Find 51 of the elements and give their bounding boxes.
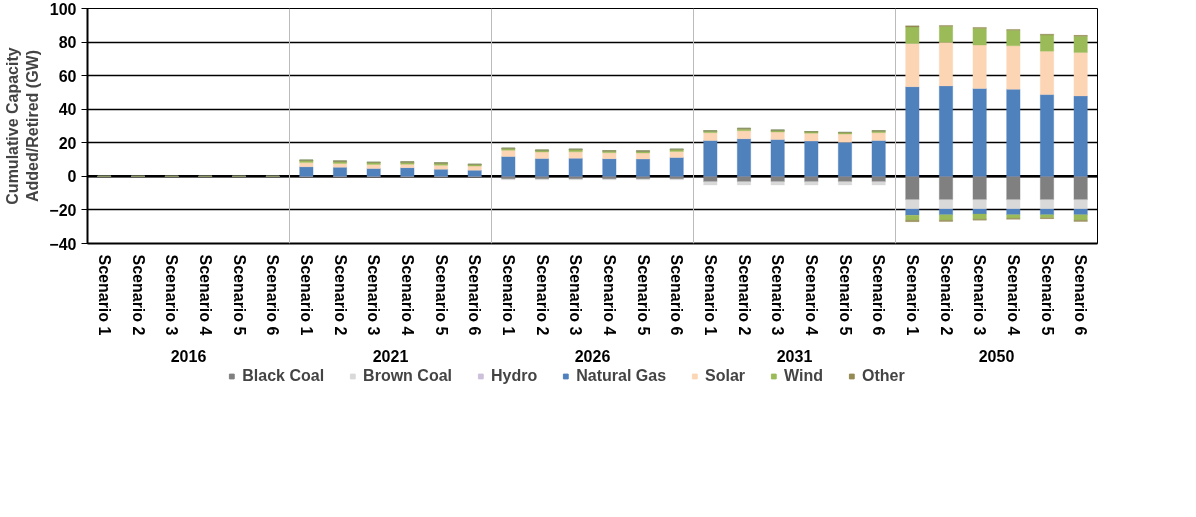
x-tick-label: Scenario 3 (769, 254, 787, 336)
legend-label: Wind (784, 367, 824, 385)
x-tick-label: Scenario 6 (1072, 254, 1090, 336)
x-tick-label: Scenario 2 (331, 254, 349, 336)
y-axis-title: Cumulative Capacity Added/Retired (GW) (3, 47, 42, 205)
legend-label: Solar (705, 367, 746, 385)
legend-label: Black Coal (242, 367, 325, 385)
x-tick-label: Scenario 6 (668, 254, 686, 336)
x-tick-label: Scenario 3 (163, 254, 181, 336)
text: 2026 (574, 347, 611, 365)
x-tick-label: Scenario 1 (701, 254, 719, 336)
x-tick-label: Scenario 2 (937, 254, 955, 336)
x-tick-label: Scenario 3 (365, 254, 383, 336)
y-tick-label: 100 (49, 0, 77, 18)
legend-label: Hydro (490, 367, 538, 385)
x-tick-label: Scenario 4 (802, 254, 820, 336)
y-tick-label: 0 (67, 168, 77, 186)
x-tick-label: Scenario 3 (567, 254, 585, 336)
x-tick-label: Scenario 1 (499, 254, 517, 336)
x-tick-label: Scenario 2 (129, 254, 147, 336)
x-tick-label: Scenario 5 (634, 254, 652, 336)
x-tick-label: Scenario 1 (95, 254, 113, 336)
x-tick-label: Scenario 5 (1038, 254, 1056, 336)
y-tick-label: 40 (58, 101, 77, 119)
x-tick-label: Scenario 1 (903, 254, 921, 336)
x-tick-label: Scenario 1 (297, 254, 315, 336)
x-tick-label: Scenario 5 (836, 254, 854, 336)
y-tick-label: 80 (58, 34, 77, 52)
text: 2050 (978, 347, 1015, 365)
text: 2016 (170, 347, 207, 365)
x-tick-label: Scenario 4 (1004, 254, 1022, 336)
text: 2031 (776, 347, 813, 365)
x-tick-label: Scenario 6 (870, 254, 888, 336)
x-tick-label: Scenario 4 (196, 254, 214, 336)
legend-label: Other (862, 367, 905, 385)
x-tick-label: Scenario 6 (264, 254, 282, 336)
y-tick-label: −20 (49, 201, 77, 219)
x-tick-label: Scenario 3 (971, 254, 989, 336)
x-tick-label: Scenario 4 (398, 254, 416, 336)
x-tick-label: Scenario 2 (533, 254, 551, 336)
x-tick-label: Scenario 5 (432, 254, 450, 336)
y-tick-label: −40 (49, 235, 77, 253)
text: 2021 (372, 347, 409, 365)
x-tick-label: Scenario 5 (230, 254, 248, 336)
y-tick-label: 60 (58, 67, 77, 85)
y-tick-label: 20 (58, 134, 77, 152)
x-tick-label: Scenario 6 (466, 254, 484, 336)
legend-label: Natural Gas (576, 367, 667, 385)
x-tick-label: Scenario 2 (735, 254, 753, 336)
x-tick-label: Scenario 4 (600, 254, 618, 336)
legend-label: Brown Coal (363, 367, 452, 385)
